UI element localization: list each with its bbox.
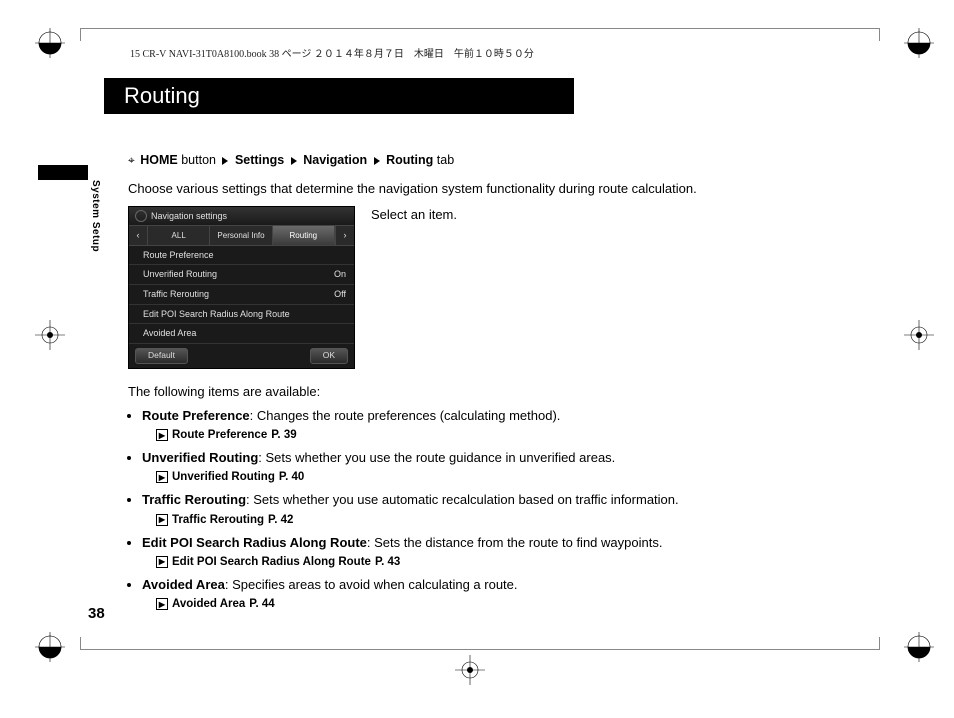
link-icon: ▶ bbox=[156, 429, 168, 441]
xref: ▶ Route Preference P. 39 bbox=[156, 427, 848, 443]
link-icon: ▶ bbox=[156, 556, 168, 568]
xref: ▶ Avoided Area P. 44 bbox=[156, 596, 848, 612]
nav-back-icon bbox=[135, 210, 147, 222]
content-area: HOME button Settings Navigation Routing … bbox=[128, 152, 848, 618]
nav-screenshot-title: Navigation settings bbox=[129, 207, 354, 227]
tab-left-arrow: ‹ bbox=[129, 226, 148, 245]
item-title: Route Preference bbox=[142, 408, 250, 423]
item-desc: : Changes the route preferences (calcula… bbox=[250, 408, 561, 423]
tab-personal: Personal Info bbox=[210, 226, 272, 245]
crop-mark-icon bbox=[904, 320, 934, 350]
xref-label: Route Preference bbox=[172, 427, 267, 443]
list-item: Route Preference: Changes the route pref… bbox=[142, 407, 848, 443]
intro-text: Choose various settings that determine t… bbox=[128, 180, 848, 198]
list-item: Avoided Area: Specifies areas to avoid w… bbox=[142, 576, 848, 612]
nav-title-text: Navigation settings bbox=[151, 210, 227, 223]
nav-settings-screenshot: Navigation settings ‹ ALL Personal Info … bbox=[128, 206, 355, 369]
breadcrumb-text: tab bbox=[433, 153, 454, 167]
items-list: Route Preference: Changes the route pref… bbox=[128, 407, 848, 612]
side-section-label: System Setup bbox=[90, 180, 101, 252]
tab-right-arrow: › bbox=[335, 226, 354, 245]
nav-row: Traffic Rerouting Off bbox=[129, 285, 354, 305]
item-title: Unverified Routing bbox=[142, 450, 258, 465]
default-button: Default bbox=[135, 348, 188, 364]
xref: ▶ Unverified Routing P. 40 bbox=[156, 469, 848, 485]
xref: ▶ Traffic Rerouting P. 42 bbox=[156, 512, 848, 528]
item-title: Edit POI Search Radius Along Route bbox=[142, 535, 367, 550]
section-title-text: Routing bbox=[124, 83, 200, 109]
xref-page: P. 42 bbox=[268, 512, 293, 528]
item-title: Traffic Rerouting bbox=[142, 492, 246, 507]
breadcrumb-settings: Settings bbox=[235, 153, 284, 167]
nav-row: Route Preference bbox=[129, 246, 354, 266]
side-tab-marker bbox=[38, 165, 88, 180]
crop-mark-icon bbox=[35, 632, 65, 662]
xref-page: P. 44 bbox=[249, 596, 274, 612]
link-icon: ▶ bbox=[156, 514, 168, 526]
xref-label: Unverified Routing bbox=[172, 469, 275, 485]
nav-row-label: Route Preference bbox=[143, 249, 214, 262]
nav-row-label: Traffic Rerouting bbox=[143, 288, 209, 301]
nav-row: Edit POI Search Radius Along Route bbox=[129, 305, 354, 325]
tab-all: ALL bbox=[148, 226, 210, 245]
chevron-right-icon bbox=[374, 157, 380, 165]
xref-page: P. 39 bbox=[271, 427, 296, 443]
link-icon: ▶ bbox=[156, 598, 168, 610]
xref-label: Traffic Rerouting bbox=[172, 512, 264, 528]
page-number: 38 bbox=[88, 605, 105, 622]
item-title: Avoided Area bbox=[142, 577, 225, 592]
crop-mark-icon bbox=[904, 28, 934, 58]
chevron-right-icon bbox=[291, 157, 297, 165]
section-title: Routing bbox=[104, 78, 574, 114]
list-item: Traffic Rerouting: Sets whether you use … bbox=[142, 491, 848, 527]
select-item-text: Select an item. bbox=[371, 206, 457, 224]
crop-mark-icon bbox=[35, 28, 65, 58]
breadcrumb-text: button bbox=[178, 153, 220, 167]
xref-page: P. 43 bbox=[375, 554, 400, 570]
list-item: Edit POI Search Radius Along Route: Sets… bbox=[142, 534, 848, 570]
home-icon bbox=[128, 153, 137, 167]
crop-mark-icon bbox=[455, 655, 485, 685]
nav-row-value: On bbox=[334, 268, 346, 281]
link-icon: ▶ bbox=[156, 471, 168, 483]
breadcrumb-home: HOME bbox=[140, 153, 178, 167]
breadcrumb: HOME button Settings Navigation Routing … bbox=[128, 152, 848, 170]
xref-label: Edit POI Search Radius Along Route bbox=[172, 554, 371, 570]
nav-row-value: Off bbox=[334, 288, 346, 301]
item-desc: : Sets whether you use the route guidanc… bbox=[258, 450, 615, 465]
item-desc: : Sets the distance from the route to fi… bbox=[367, 535, 663, 550]
ok-button: OK bbox=[310, 348, 348, 364]
breadcrumb-navigation: Navigation bbox=[303, 153, 367, 167]
crop-mark-icon bbox=[35, 320, 65, 350]
xref-label: Avoided Area bbox=[172, 596, 245, 612]
nav-row-label: Edit POI Search Radius Along Route bbox=[143, 308, 290, 321]
chevron-right-icon bbox=[222, 157, 228, 165]
crop-mark-icon bbox=[904, 632, 934, 662]
item-desc: : Sets whether you use automatic recalcu… bbox=[246, 492, 679, 507]
nav-row-label: Avoided Area bbox=[143, 327, 196, 340]
nav-row: Avoided Area bbox=[129, 324, 354, 344]
xref: ▶ Edit POI Search Radius Along Route P. 4… bbox=[156, 554, 848, 570]
item-desc: : Specifies areas to avoid when calculat… bbox=[225, 577, 518, 592]
available-intro: The following items are available: bbox=[128, 383, 848, 401]
header-filename: 15 CR-V NAVI-31T0A8100.book 38 ページ ２０１４年… bbox=[130, 45, 534, 60]
list-item: Unverified Routing: Sets whether you use… bbox=[142, 449, 848, 485]
xref-page: P. 40 bbox=[279, 469, 304, 485]
nav-row-label: Unverified Routing bbox=[143, 268, 217, 281]
nav-row: Unverified Routing On bbox=[129, 265, 354, 285]
breadcrumb-routing: Routing bbox=[386, 153, 433, 167]
tab-routing: Routing bbox=[273, 226, 335, 245]
